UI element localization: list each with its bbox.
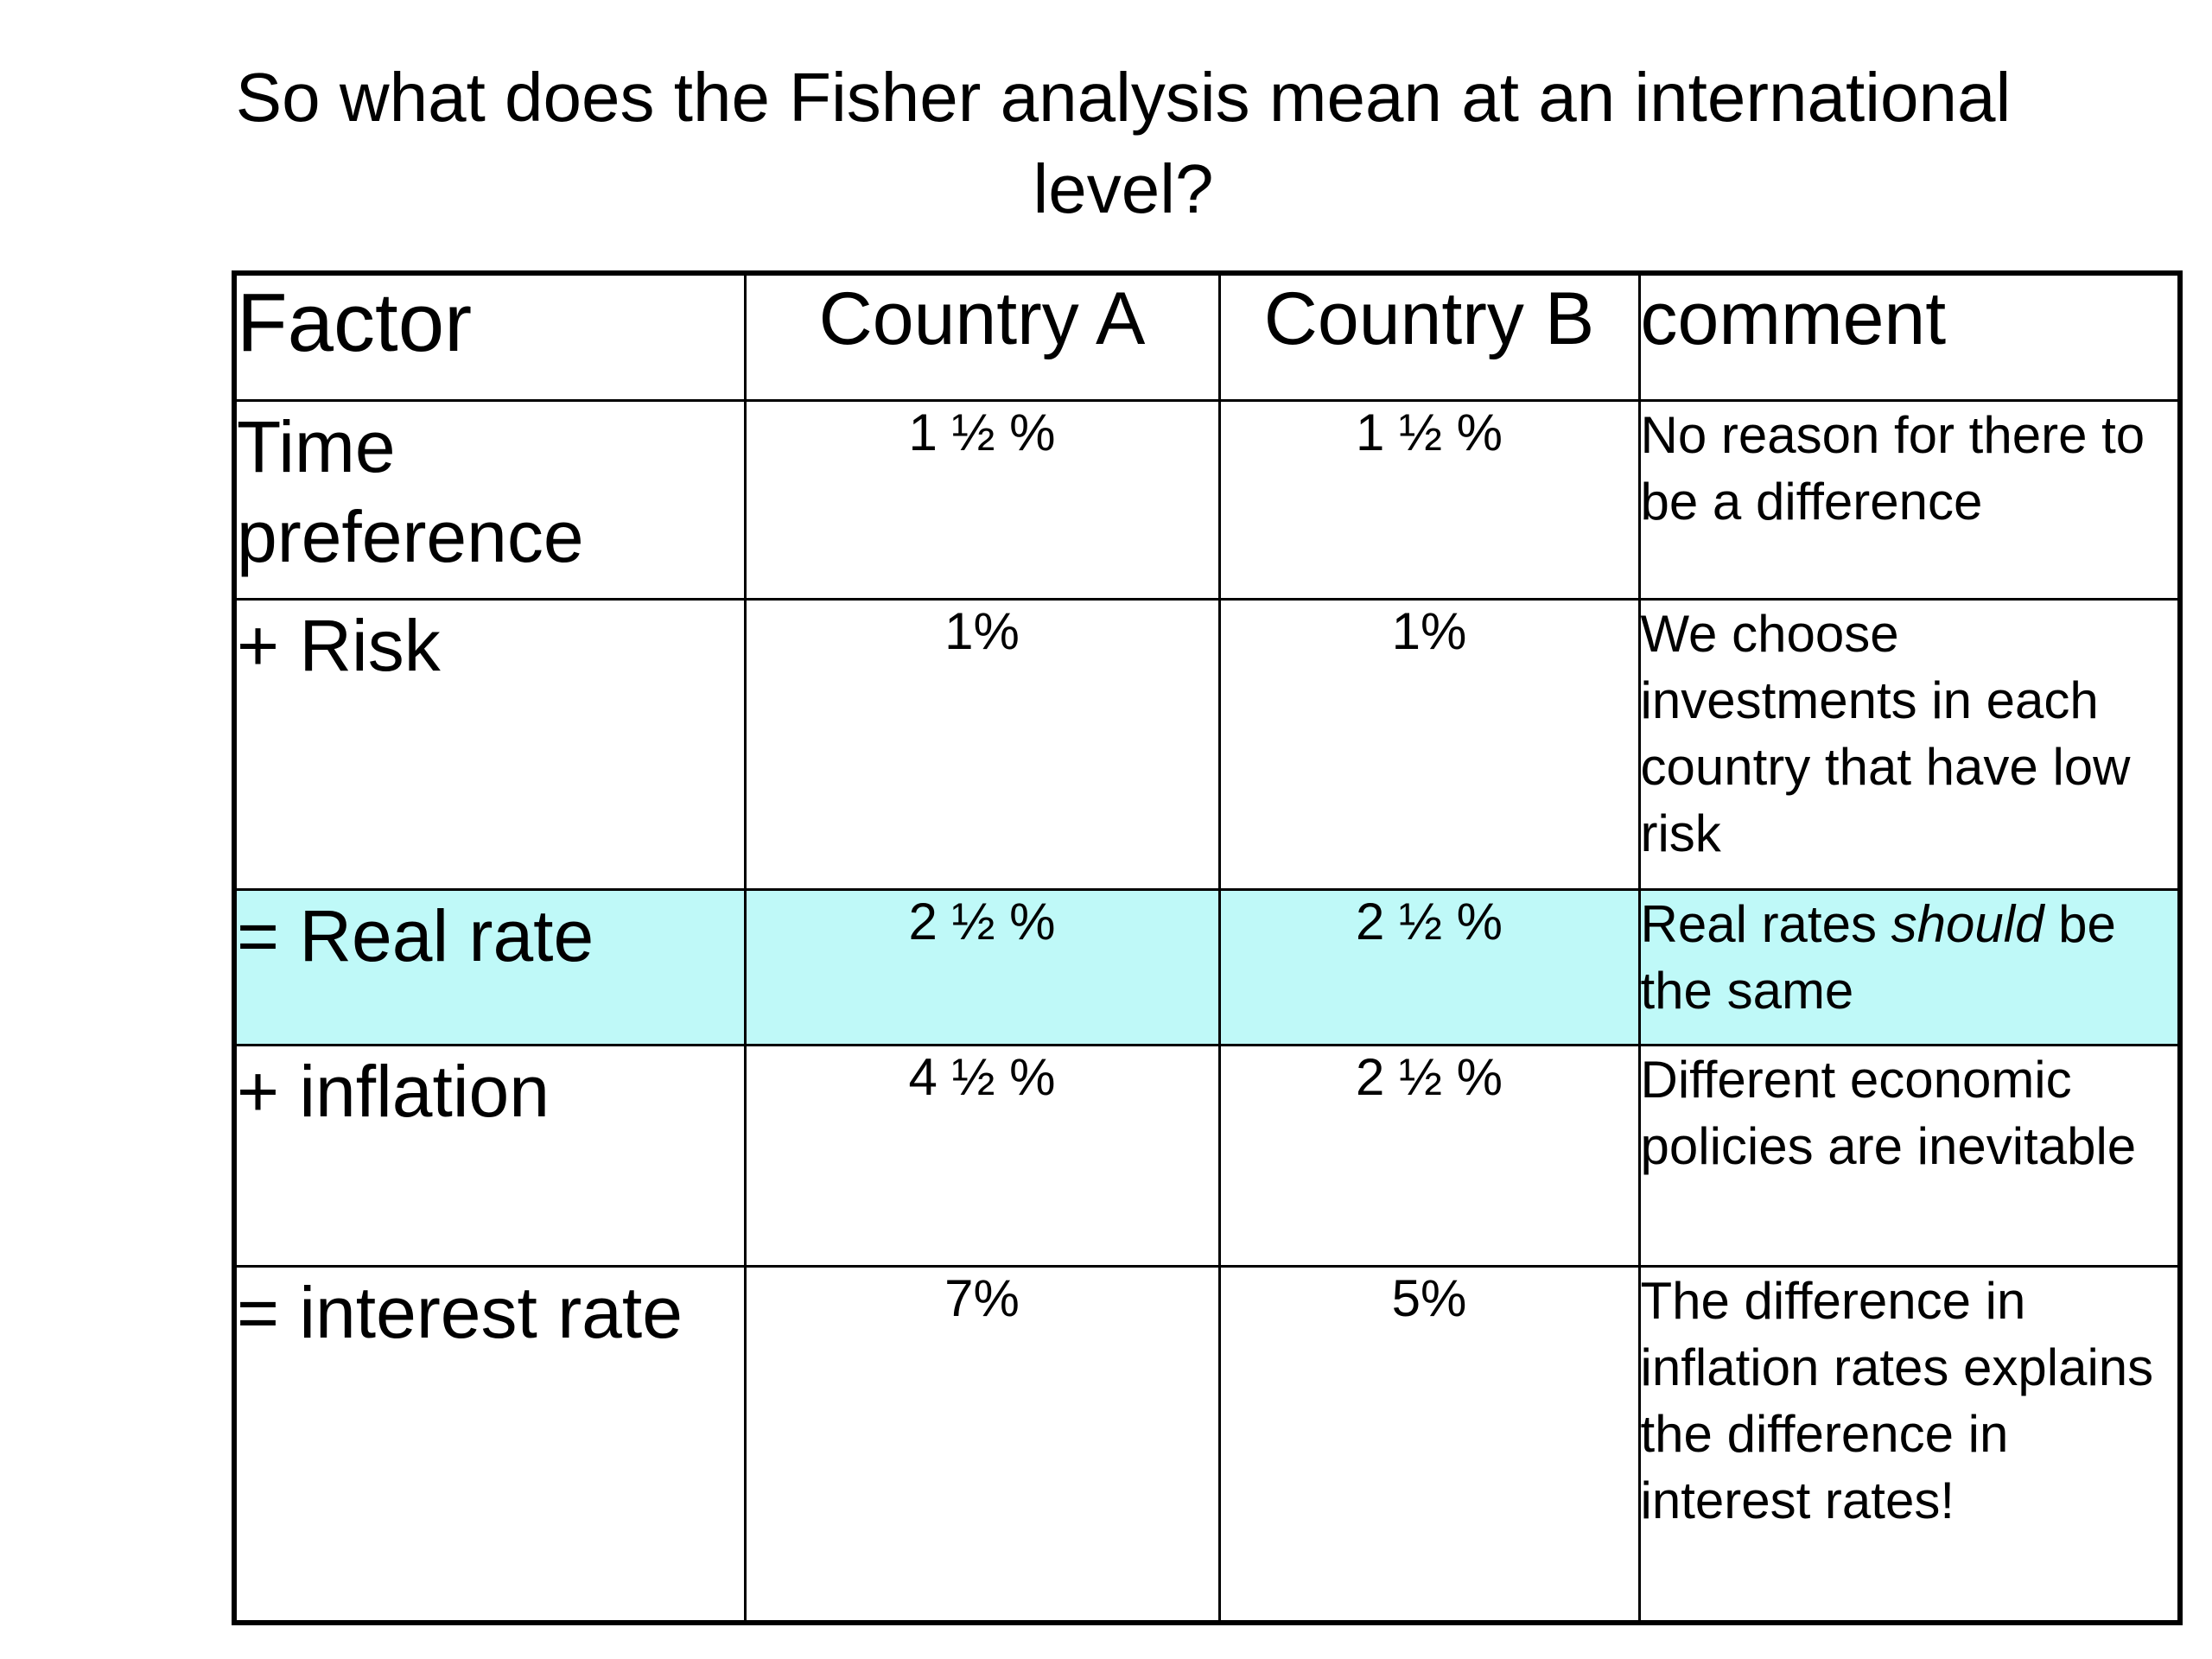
comment-text-after: be the same xyxy=(1640,894,2116,1020)
slide-title: So what does the Fisher analysis mean at… xyxy=(235,59,2012,227)
country-a-cell: 4 ½ % xyxy=(743,1043,1221,1268)
comment-cell: No reason for there to be a difference xyxy=(1637,398,2182,601)
country-b-cell: 2 ½ % xyxy=(1217,887,1641,1046)
country-b-cell: 1 ½ % xyxy=(1217,398,1641,601)
factor-cell: + Risk xyxy=(232,597,747,891)
factor-cell: = interest rate xyxy=(232,1264,747,1624)
comment-text-before: Real rates xyxy=(1640,894,1891,953)
table-row-time-preference: Time preference 1 ½ % 1 ½ % No reason fo… xyxy=(232,398,2182,601)
country-a-cell: 7% xyxy=(743,1264,1221,1624)
country-b-cell: 1% xyxy=(1217,597,1641,891)
country-a-cell: 2 ½ % xyxy=(743,887,1221,1046)
country-a-cell: 1 ½ % xyxy=(743,398,1221,601)
country-a-cell: 1% xyxy=(743,597,1221,891)
factor-cell: Time preference xyxy=(232,398,747,601)
table-header-row: Factor Country A Country B comment xyxy=(232,271,2182,402)
country-b-cell: 5% xyxy=(1217,1264,1641,1624)
factor-cell: + inflation xyxy=(232,1043,747,1268)
table-row-inflation: + inflation 4 ½ % 2 ½ % Different econom… xyxy=(232,1043,2182,1268)
comment-emphasis: should xyxy=(1891,894,2044,953)
header-factor: Factor xyxy=(232,271,747,402)
table-row-interest-rate: = interest rate 7% 5% The difference in … xyxy=(232,1264,2182,1624)
country-b-cell: 2 ½ % xyxy=(1217,1043,1641,1268)
comment-cell: Different economic policies are inevitab… xyxy=(1637,1043,2182,1268)
table-row-real-rate: = Real rate 2 ½ % 2 ½ % Real rates shoul… xyxy=(232,887,2182,1046)
header-country-b: Country B xyxy=(1217,271,1641,402)
fisher-table: Factor Country A Country B comment Time … xyxy=(232,270,2183,1625)
comment-cell: The difference in inflation rates explai… xyxy=(1637,1264,2182,1624)
header-comment: comment xyxy=(1637,271,2182,402)
header-country-a: Country A xyxy=(743,271,1221,402)
comment-cell: We choose investments in each country th… xyxy=(1637,597,2182,891)
table-row-risk: + Risk 1% 1% We choose investments in ea… xyxy=(232,597,2182,891)
factor-cell: = Real rate xyxy=(232,887,747,1046)
comment-cell: Real rates should be the same xyxy=(1637,887,2182,1046)
